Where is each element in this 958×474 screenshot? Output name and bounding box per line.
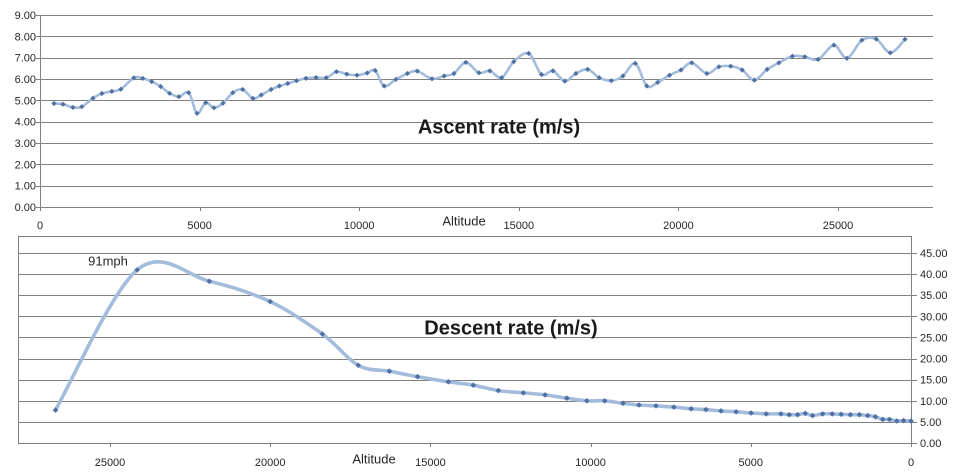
- ascent-x-axis-title: Altitude: [442, 213, 486, 229]
- svg-text:1.00: 1.00: [15, 181, 36, 193]
- y-tick-labels: 0.00 5.00 10.00 15.00 20.00 25.00 30.00 35.00 40…: [920, 248, 948, 450]
- svg-text:0: 0: [908, 457, 914, 469]
- svg-text:5000: 5000: [739, 457, 763, 469]
- svg-text:45.00: 45.00: [920, 248, 948, 260]
- svg-text:25.00: 25.00: [920, 332, 948, 344]
- gridlines: [18, 236, 912, 444]
- svg-text:20000: 20000: [255, 457, 286, 469]
- y-tick-labels: 0.00 1.00 2.00 3.00 4.00 5.00 6.00 7.00 8.00 9.00: [15, 10, 36, 214]
- descent-peak-annotation: 91mph: [88, 253, 128, 269]
- svg-text:0.00: 0.00: [15, 202, 36, 214]
- svg-text:5000: 5000: [187, 220, 211, 232]
- ascent-chart-title: Ascent rate (m/s): [417, 116, 581, 139]
- descent-x-axis-title: Altitude: [352, 451, 396, 467]
- svg-text:10000: 10000: [344, 220, 375, 232]
- svg-text:15.00: 15.00: [920, 375, 948, 387]
- svg-text:0.00: 0.00: [920, 438, 941, 450]
- svg-text:5.00: 5.00: [920, 417, 941, 429]
- svg-text:25000: 25000: [95, 457, 126, 469]
- svg-text:40.00: 40.00: [920, 269, 948, 281]
- svg-text:10.00: 10.00: [920, 396, 948, 408]
- svg-text:8.00: 8.00: [15, 31, 36, 43]
- svg-text:25000: 25000: [823, 220, 854, 232]
- svg-text:0: 0: [37, 220, 43, 232]
- descent-chart-region[interactable]: [0, 230, 958, 474]
- ascent-chart[interactable]: 0 5000 10000 15000 20000 25000 0.00 1.00 2.00 3.0…: [15, 10, 933, 232]
- svg-text:35.00: 35.00: [920, 290, 948, 302]
- gridlines: [40, 15, 933, 208]
- svg-text:3.00: 3.00: [15, 138, 36, 150]
- series-markers: [52, 267, 914, 424]
- svg-text:15000: 15000: [415, 457, 446, 469]
- svg-text:9.00: 9.00: [15, 10, 36, 22]
- svg-text:5.00: 5.00: [15, 95, 36, 107]
- svg-text:30.00: 30.00: [920, 311, 948, 323]
- svg-text:4.00: 4.00: [15, 117, 36, 129]
- svg-text:20000: 20000: [663, 220, 694, 232]
- svg-text:7.00: 7.00: [15, 53, 36, 65]
- svg-text:6.00: 6.00: [15, 74, 36, 86]
- svg-text:15000: 15000: [504, 220, 535, 232]
- x-tick-labels: 0 5000 10000 15000 20000 25000: [37, 220, 853, 232]
- svg-text:2.00: 2.00: [15, 159, 36, 171]
- descent-chart-title: Descent rate (m/s): [424, 317, 598, 340]
- svg-text:20.00: 20.00: [920, 354, 948, 366]
- tick-marks: [36, 15, 839, 211]
- series-markers: [51, 36, 908, 116]
- descent-chart[interactable]: 25000 20000 15000 10000 5000 0 0.00 5.00 10.00 15…: [18, 236, 948, 469]
- svg-text:10000: 10000: [575, 457, 606, 469]
- ascent-chart-region[interactable]: [0, 0, 958, 230]
- x-tick-labels: 25000 20000 15000 10000 5000 0: [95, 457, 914, 469]
